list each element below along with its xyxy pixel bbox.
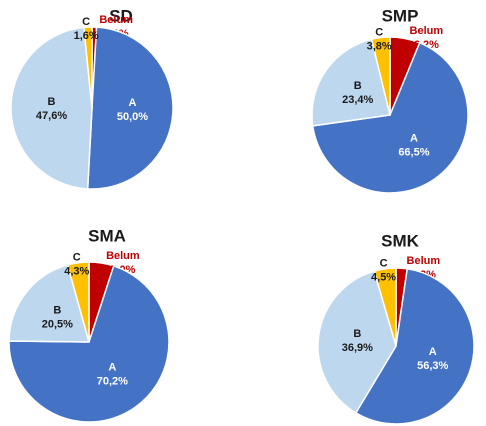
- pie-chart: SMPBelum6,2%A66,5%B23,4%C3,8%: [311, 6, 469, 194]
- pie-slice: [354, 267, 475, 425]
- slice-value-label: 20,5%: [42, 318, 73, 330]
- pie-slice: [311, 41, 469, 194]
- slice-category: A: [128, 97, 136, 109]
- slice-value-label: 23,4%: [342, 94, 373, 106]
- slice-value-label: 70,2%: [97, 375, 128, 387]
- slice-value-label: 66,5%: [398, 147, 429, 159]
- chart-title: SD: [109, 6, 133, 25]
- chart-title: SMP: [382, 6, 419, 25]
- slice-value-label: 1,6%: [74, 30, 99, 42]
- slice-value-label: 4,3%: [64, 266, 89, 278]
- pie-slice: [8, 263, 90, 343]
- slice-category: C: [375, 26, 383, 38]
- slice-category: A: [108, 361, 116, 373]
- pie-chart: SMABelum5,0%A70,2%B20,5%C4,3%: [8, 226, 170, 423]
- slice-category: Belum: [99, 14, 133, 26]
- pie-slice: [317, 270, 397, 414]
- slice-category: Belum: [407, 255, 441, 267]
- pie-slice: [373, 267, 397, 347]
- slice-value-label: 56,3%: [417, 360, 448, 372]
- pie-slice: [311, 38, 391, 127]
- pie-chart: SMKBelum2,3%A56,3%B36,9%C4,5%: [317, 231, 475, 425]
- slice-category: B: [353, 328, 361, 340]
- pie-slice: [10, 26, 93, 190]
- slice-category: C: [82, 16, 90, 28]
- slice-value-label: 47,6%: [36, 110, 67, 122]
- pie-slice: [66, 261, 90, 343]
- slice-category: C: [380, 258, 388, 270]
- chart-title: SMA: [88, 226, 126, 245]
- slice-category: A: [429, 346, 437, 358]
- slice-category: A: [410, 133, 418, 145]
- pie-slice: [370, 36, 391, 116]
- pie-slice: [83, 26, 93, 109]
- pie-slice: [8, 264, 170, 423]
- slice-value-label: 50,0%: [117, 111, 148, 123]
- chart-title: SMK: [381, 231, 420, 250]
- slice-category: Belum: [106, 250, 140, 262]
- slice-category: C: [73, 252, 81, 264]
- slice-value-label: 36,9%: [342, 342, 373, 354]
- slice-category: Belum: [410, 25, 444, 37]
- pie-slice: [86, 26, 174, 190]
- slice-category: B: [354, 80, 362, 92]
- slice-value-label: 4,5%: [371, 272, 396, 284]
- pie-chart: SDBelum0,9%A50,0%B47,6%C1,6%: [10, 6, 174, 190]
- slice-category: B: [53, 304, 61, 316]
- slice-value-label: 3,8%: [367, 40, 392, 52]
- slice-category: B: [48, 96, 56, 108]
